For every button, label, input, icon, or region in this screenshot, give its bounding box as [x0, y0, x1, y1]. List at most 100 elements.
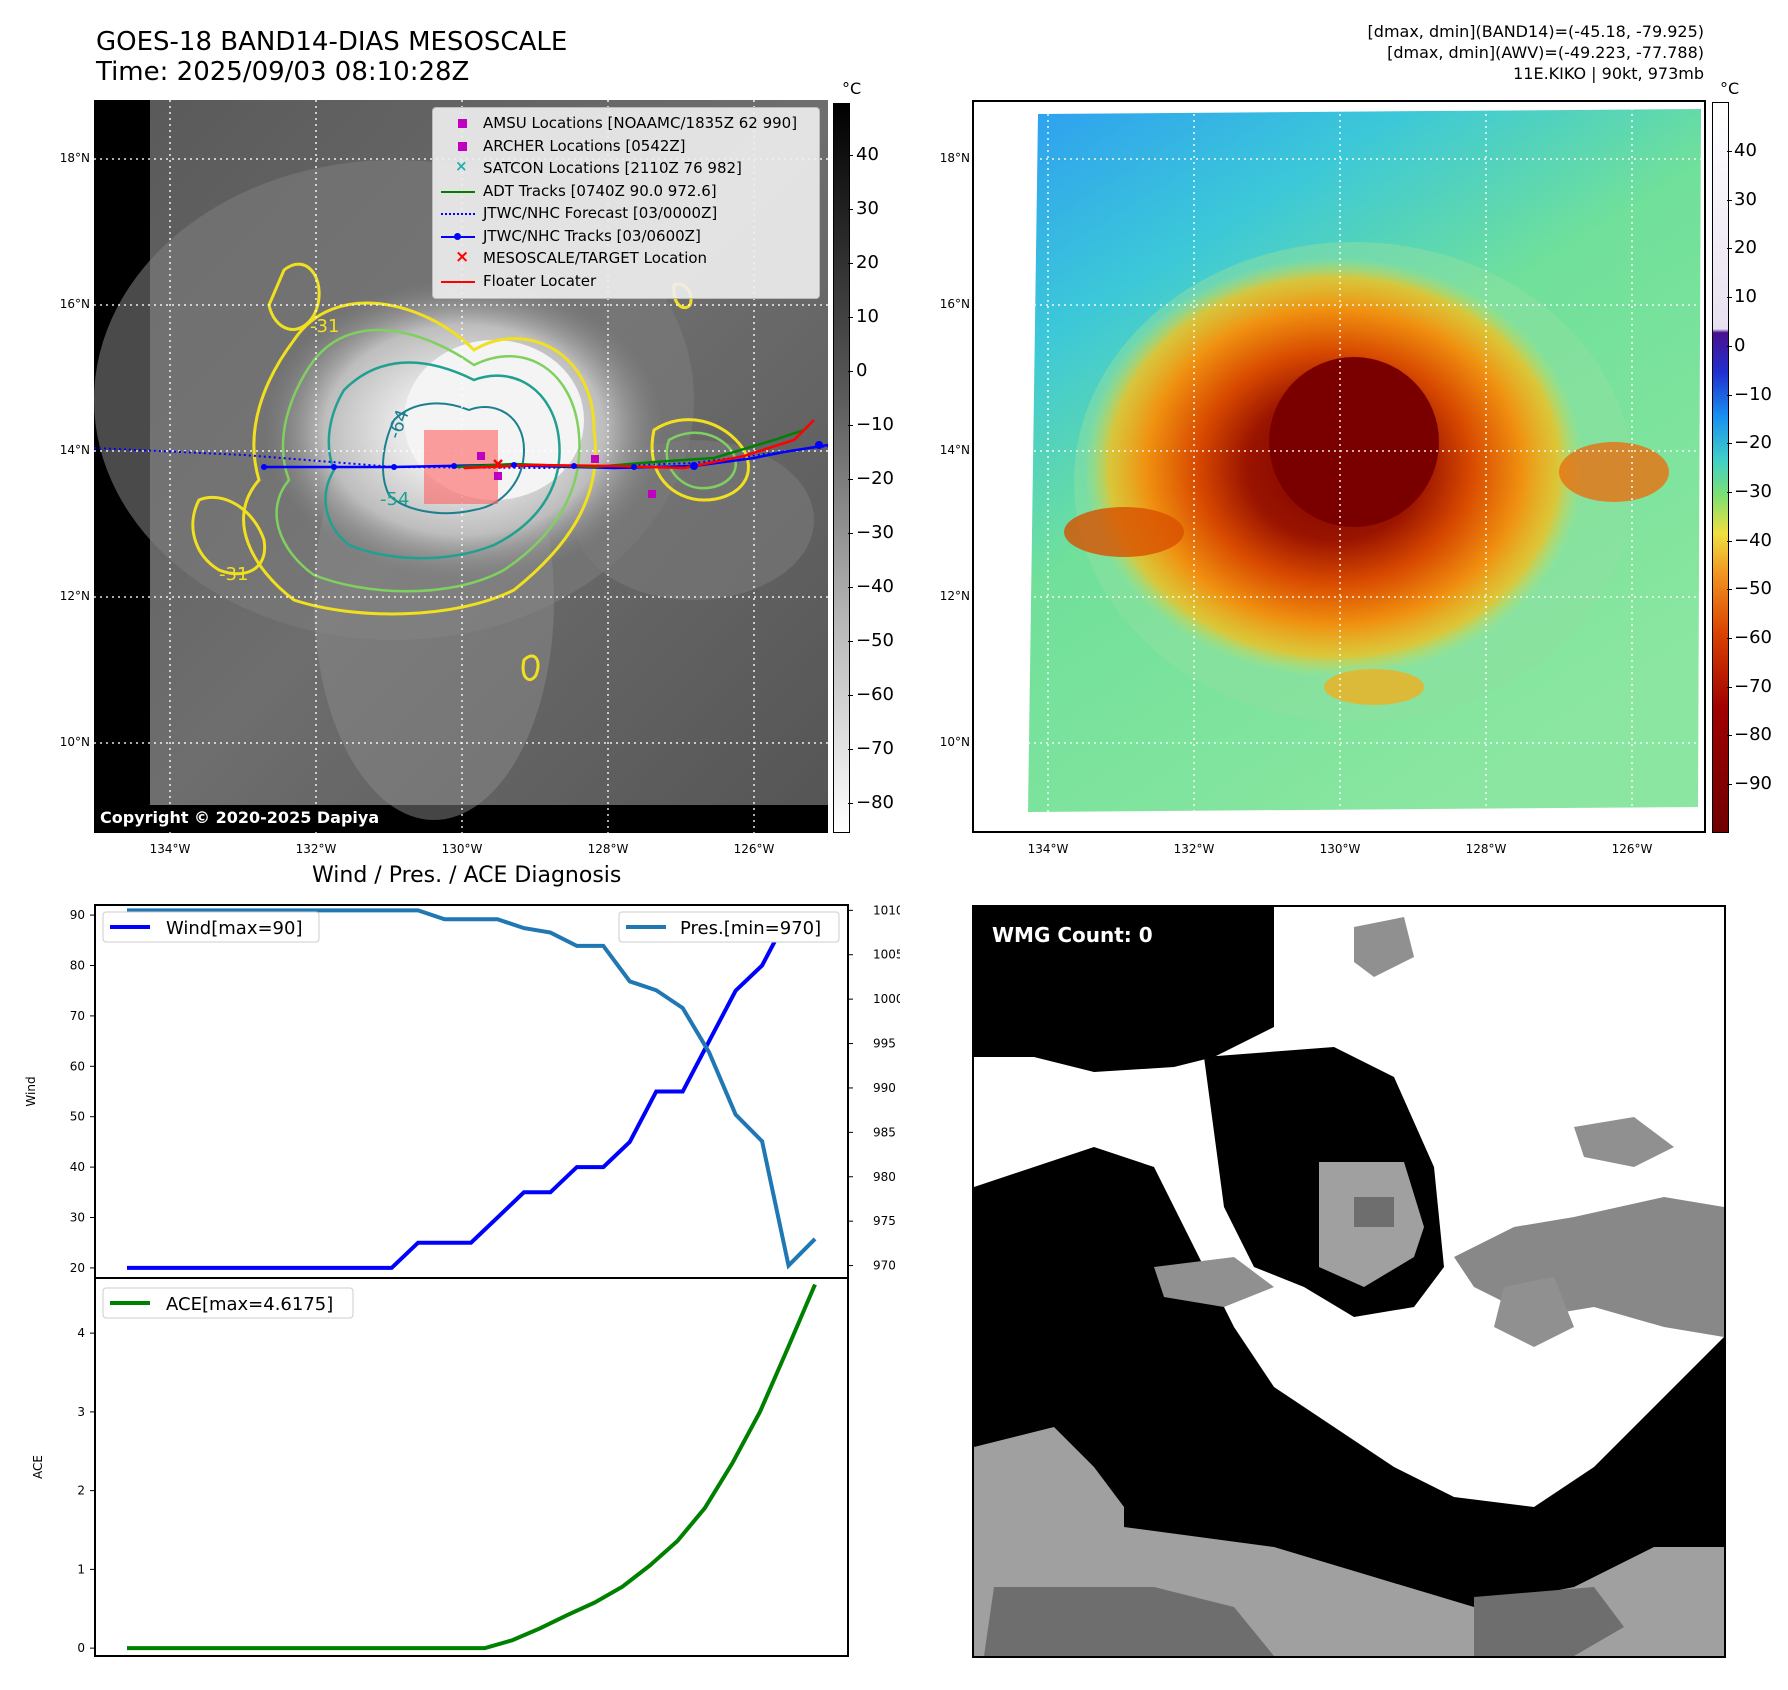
wind-tick-label: 30	[70, 1211, 85, 1225]
colorbar-tick-label: 40	[856, 144, 879, 165]
ir-map: -31 -64 -54 -31 AMSU Locations [NOAAMC/1…	[94, 100, 828, 833]
awv-colorbar-tick-label: −80	[1734, 724, 1772, 746]
lat-tick-label: 14°N	[939, 443, 970, 457]
legend-entry: Floater Locater	[439, 272, 819, 292]
legend-label: SATCON Locations [2110Z 76 982]	[483, 159, 742, 177]
awv-colorbar-unit: °C	[1720, 79, 1740, 98]
legend-entry: ARCHER Locations [0542Z]	[439, 137, 819, 157]
pressure-tick-label: 1005	[873, 948, 900, 962]
pressure-tick-label: 980	[873, 1170, 896, 1184]
colorbar-tick-mark	[848, 263, 853, 264]
legend-entry: AMSU Locations [NOAAMC/1835Z 62 990]	[439, 114, 819, 134]
storm-info: 11E.KIKO | 90kt, 973mb	[1513, 64, 1704, 83]
pressure-legend-box	[618, 911, 840, 943]
wind-legend-box	[102, 911, 320, 943]
colorbar-unit: °C	[842, 79, 862, 98]
awv-colorbar-tick-mark	[1727, 491, 1732, 493]
pressure-tick-label: 970	[873, 1259, 896, 1273]
wind-tick-label: 90	[70, 908, 85, 922]
colorbar-tick-mark	[848, 317, 853, 318]
pressure-tick-label: 995	[873, 1037, 896, 1051]
colorbar-tick-label: −40	[856, 576, 894, 597]
lon-tick-label: 130°W	[1319, 842, 1361, 856]
legend-label: ADT Tracks [0740Z 90.0 972.6]	[483, 181, 717, 200]
colorbar-tick-label: −20	[856, 468, 894, 489]
legend-label: JTWC/NHC Forecast [03/0000Z]	[483, 204, 718, 222]
awv-colorbar-tick-label: −20	[1734, 432, 1772, 454]
lat-tick-label: 10°N	[939, 735, 970, 749]
wind-plot-frame	[94, 904, 849, 1279]
awv-colorbar-tick-mark	[1727, 297, 1732, 299]
lon-tick-label: 126°W	[733, 842, 775, 856]
colorbar-tick-mark	[848, 479, 853, 480]
awv-colorbar-tick-mark	[1727, 589, 1732, 591]
dmax-dmin-band14: [dmax, dmin](BAND14)=(-45.18, -79.925)	[1367, 22, 1704, 41]
colorbar-tick-mark	[848, 695, 853, 696]
wmg-count: WMG Count: 0	[992, 923, 1153, 947]
legend-entry: × SATCON Locations [2110Z 76 982]	[455, 157, 742, 177]
colorbar-tick-mark	[848, 533, 853, 534]
wmg-panel: WMG Count: 0	[972, 905, 1726, 1658]
awv-colorbar-tick-mark	[1727, 443, 1732, 445]
chart-title: GOES-18 BAND14-DIAS MESOSCALE	[96, 27, 568, 57]
awv-colorbar-tick-mark	[1727, 248, 1732, 250]
ace-legend-box	[102, 1287, 354, 1319]
lon-tick-label: 132°W	[1173, 842, 1215, 856]
ace-plot-frame	[94, 1277, 849, 1657]
lon-tick-label: 132°W	[295, 842, 337, 856]
awv-colorbar-tick-mark	[1727, 394, 1732, 396]
lat-tick-label: 16°N	[939, 297, 970, 311]
pressure-tick-label: 985	[873, 1125, 896, 1139]
awv-colorbar-tick-label: −10	[1734, 383, 1772, 405]
colorbar-tick-mark	[848, 749, 853, 750]
lon-tick-label: 126°W	[1611, 842, 1653, 856]
legend-entry: JTWC/NHC Forecast [03/0000Z]	[439, 204, 819, 224]
ace-axis-label: ACE	[31, 1455, 45, 1479]
colorbar-tick-label: −70	[856, 738, 894, 759]
lon-tick-label: 134°W	[149, 842, 191, 856]
ace-series-line	[127, 1283, 817, 1651]
awv-colorbar-tick-mark	[1727, 735, 1732, 737]
diagnosis-title: Wind / Pres. / ACE Diagnosis	[312, 863, 622, 888]
ace-tick-label: 2	[77, 1484, 85, 1498]
lat-tick-label: 18°N	[59, 151, 90, 165]
lat-tick-label: 14°N	[59, 443, 90, 457]
legend-label: JTWC/NHC Tracks [03/0600Z]	[483, 226, 701, 245]
legend-label: Floater Locater	[483, 271, 597, 290]
pressure-series-line	[127, 908, 817, 1270]
ace-tick-label: 1	[77, 1562, 85, 1576]
wind-tick-label: 50	[70, 1110, 85, 1124]
lat-tick-label: 18°N	[939, 151, 970, 165]
colorbar-tick-mark	[848, 155, 853, 156]
awv-colorbar-tick-label: −90	[1734, 773, 1772, 795]
awv-colorbar-tick-label: 10	[1734, 286, 1757, 308]
wind-axis-label: Wind	[24, 1076, 38, 1106]
lat-tick-label: 12°N	[59, 589, 90, 603]
wind-series-line	[127, 913, 815, 1270]
dmax-dmin-awv: [dmax, dmin](AWV)=(-49.223, -77.788)	[1387, 43, 1704, 62]
awv-colorbar-tick-label: −30	[1734, 480, 1772, 502]
chart-time: Time: 2025/09/03 08:10:28Z	[96, 57, 470, 87]
colorbar-tick-mark	[848, 587, 853, 588]
colorbar-tick-mark	[848, 371, 853, 372]
colorbar-tick-mark	[848, 425, 853, 426]
ir-colorbar	[833, 103, 850, 833]
colorbar-tick-label: −30	[856, 522, 894, 543]
colorbar-tick-label: −50	[856, 630, 894, 651]
lon-tick-label: 128°W	[587, 842, 629, 856]
copyright: Copyright © 2020-2025 Dapiya	[94, 806, 386, 829]
lon-tick-label: 130°W	[441, 842, 483, 856]
awv-colorbar-tick-mark	[1727, 345, 1732, 347]
wind-tick-label: 80	[70, 958, 85, 972]
pressure-tick-label: 1000	[873, 992, 900, 1006]
awv-colorbar	[1712, 102, 1729, 833]
contour-label: -31	[219, 564, 248, 585]
awv-colorbar-tick-label: −40	[1734, 529, 1772, 551]
wind-tick-label: 20	[70, 1261, 85, 1275]
awv-colorbar-tick-mark	[1727, 638, 1732, 639]
legend-entry: ADT Tracks [0740Z 90.0 972.6]	[439, 182, 819, 202]
colorbar-tick-label: 0	[856, 360, 868, 381]
legend-label: AMSU Locations [NOAAMC/1835Z 62 990]	[483, 114, 798, 132]
lat-tick-label: 12°N	[939, 589, 970, 603]
awv-colorbar-tick-label: 0	[1734, 334, 1746, 356]
